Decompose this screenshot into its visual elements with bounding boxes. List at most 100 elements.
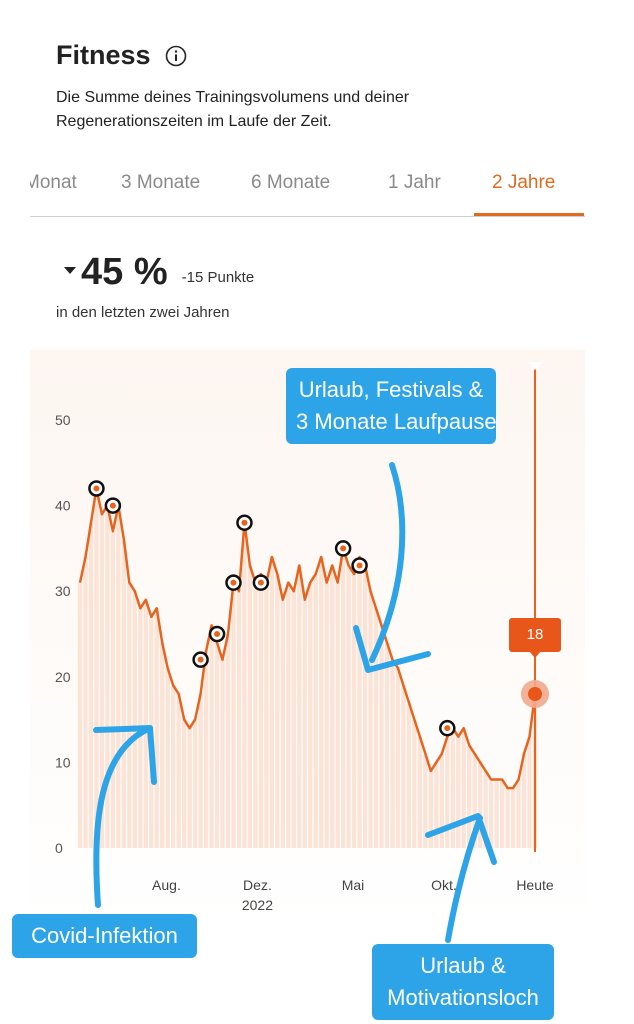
period-tabs: Monat 3 Monate 6 Monate 1 Jahr 2 Jahre <box>30 160 585 217</box>
area-bar <box>406 702 412 848</box>
tab-3-months[interactable]: 3 Monate <box>121 172 201 193</box>
area-fill <box>77 488 538 848</box>
area-bar <box>521 753 527 848</box>
area-bar <box>209 625 214 848</box>
area-bar <box>472 753 477 848</box>
area-bar <box>132 591 137 848</box>
area-bar <box>467 745 472 848</box>
series-line <box>78 487 537 790</box>
area-bar <box>390 659 395 848</box>
area-bar <box>203 651 209 848</box>
area-bar <box>450 728 455 848</box>
area-bar <box>384 642 390 848</box>
x-tick-label: Dez. <box>243 877 272 893</box>
area-bar <box>236 591 242 848</box>
area-bar <box>335 582 340 848</box>
arrow-head-icon <box>93 725 157 785</box>
highlight-marker-dot <box>109 502 116 509</box>
change-points: -15 Punkte <box>181 269 255 286</box>
area-bar <box>110 531 116 848</box>
highlight-marker-dot <box>230 579 237 586</box>
fitness-change-stat: 45 % -15 Punkte <box>64 252 254 292</box>
area-bar <box>494 779 499 848</box>
area-bar <box>258 574 264 848</box>
x-axis: Aug. Dez. 2022 Mai Okt. Heute <box>152 877 554 913</box>
current-value-badge: 18 <box>509 618 561 652</box>
area-bar <box>340 548 346 848</box>
annotation-line: Covid-Infektion <box>31 923 178 948</box>
area-bar <box>286 582 291 848</box>
current-point[interactable] <box>528 687 542 701</box>
area-bar <box>461 728 466 848</box>
area-bar <box>516 779 521 848</box>
area-bar <box>220 659 225 848</box>
area-bar <box>291 591 296 848</box>
area-bar <box>88 522 94 848</box>
area-bar <box>505 788 510 848</box>
area-bar <box>510 788 516 848</box>
area-bar <box>445 736 450 848</box>
area-bar <box>379 625 384 848</box>
area-bar <box>439 753 444 848</box>
area-bar <box>373 608 379 848</box>
highlight-marker-dot <box>340 545 347 552</box>
chart-svg: 50 40 30 20 10 0 Aug. Dez. 2022 Mai Okt. Heute <box>30 350 585 930</box>
area-bar <box>116 505 121 848</box>
tab-2-years[interactable]: 2 Jahre <box>492 172 556 193</box>
area-bar <box>351 574 357 848</box>
area-bar <box>346 565 351 848</box>
area-bar <box>280 599 285 848</box>
area-bar <box>247 565 253 848</box>
area-bar <box>187 728 192 848</box>
area-bar <box>412 719 417 848</box>
info-icon[interactable] <box>165 45 187 67</box>
area-bar <box>253 582 258 848</box>
area-bar <box>395 668 401 848</box>
highlight-marker-dot <box>93 485 100 492</box>
area-bar <box>198 693 203 848</box>
area-bar <box>330 565 335 848</box>
tab-month[interactable]: Monat <box>30 172 77 193</box>
area-bar <box>231 582 236 848</box>
area-bar <box>83 556 88 848</box>
fitness-chart[interactable]: 50 40 30 20 10 0 Aug. Dez. 2022 Mai Okt. Heute <box>0 340 634 940</box>
annotation-line: 3 Monate Laufpause <box>296 409 497 434</box>
highlight-marker-dot <box>214 631 221 637</box>
area-bar <box>192 719 198 848</box>
area-bar <box>143 599 148 848</box>
area-bar <box>94 488 99 848</box>
annotation-line: Urlaub, Festivals & <box>298 377 484 402</box>
y-tick-label: 30 <box>55 583 71 599</box>
area-bar <box>499 779 505 848</box>
area-bar <box>77 582 83 848</box>
area-bar <box>527 736 532 848</box>
tab-1-year[interactable]: 1 Jahr <box>388 172 441 193</box>
area-bar <box>357 556 362 848</box>
active-tab-underline <box>474 213 584 216</box>
x-tick-label: Aug. <box>152 877 181 893</box>
area-bar <box>456 736 461 848</box>
change-period: in den letzten zwei Jahren <box>56 304 230 321</box>
page-title: Fitness <box>56 40 151 70</box>
annotation-line: Motivationsloch <box>387 985 539 1010</box>
highlight-marker-dot <box>197 656 204 663</box>
area-bar <box>182 719 187 848</box>
area-bar <box>428 770 433 848</box>
area-bar <box>264 582 269 848</box>
arrow-head-icon <box>425 813 497 865</box>
area-bar <box>324 582 329 848</box>
arrow-up-right-icon <box>445 815 483 943</box>
area-bar <box>269 556 275 848</box>
area-bar <box>99 514 105 848</box>
area-bar <box>225 634 231 848</box>
area-bar <box>302 599 307 848</box>
highlight-marker-dot <box>356 562 363 569</box>
title-row: Fitness <box>56 40 187 71</box>
scrubber-notch <box>527 362 543 370</box>
tab-6-months[interactable]: 6 Monate <box>251 172 331 193</box>
arrow-head-icon <box>353 625 431 673</box>
arrow-down-icon <box>369 462 406 663</box>
area-bar <box>121 539 126 848</box>
y-axis: 50 40 30 20 10 0 <box>55 412 71 856</box>
